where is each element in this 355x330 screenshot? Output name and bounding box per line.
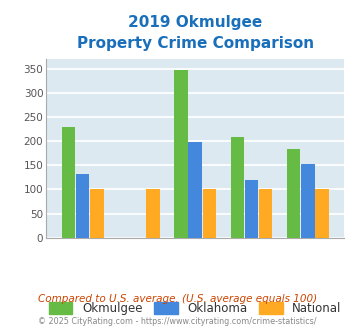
- Title: 2019 Okmulgee
Property Crime Comparison: 2019 Okmulgee Property Crime Comparison: [77, 15, 314, 51]
- Bar: [189, 142, 202, 238]
- Bar: [146, 189, 160, 238]
- Bar: [62, 127, 75, 238]
- Bar: [315, 189, 329, 238]
- Bar: [231, 137, 244, 238]
- Bar: [287, 149, 300, 238]
- Bar: [203, 189, 216, 238]
- Bar: [76, 174, 89, 238]
- Text: Compared to U.S. average. (U.S. average equals 100): Compared to U.S. average. (U.S. average …: [38, 294, 317, 304]
- Bar: [174, 70, 188, 238]
- Text: © 2025 CityRating.com - https://www.cityrating.com/crime-statistics/: © 2025 CityRating.com - https://www.city…: [38, 317, 317, 326]
- Bar: [90, 189, 104, 238]
- Bar: [301, 164, 315, 238]
- Bar: [245, 180, 258, 238]
- Legend: Okmulgee, Oklahoma, National: Okmulgee, Oklahoma, National: [44, 297, 346, 319]
- Bar: [259, 189, 272, 238]
